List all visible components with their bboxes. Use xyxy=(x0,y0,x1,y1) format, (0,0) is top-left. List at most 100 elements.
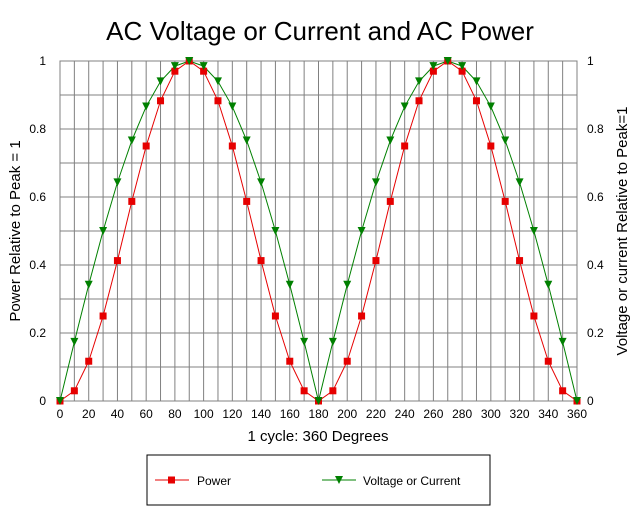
y-tick-label-right: 0.6 xyxy=(587,190,604,204)
data-point-voltage-or-current xyxy=(343,280,352,289)
x-tick-label: 20 xyxy=(82,407,96,421)
data-point-power xyxy=(343,357,351,365)
data-point-power xyxy=(401,142,409,150)
data-point-voltage-or-current xyxy=(84,280,93,289)
data-point-voltage-or-current xyxy=(99,227,108,235)
legend-box xyxy=(146,454,491,506)
data-point-voltage-or-current xyxy=(486,102,495,111)
data-point-power xyxy=(171,67,179,75)
data-point-voltage-or-current xyxy=(371,178,380,187)
data-point-power xyxy=(157,97,165,105)
data-point-power xyxy=(472,97,480,105)
data-point-voltage-or-current xyxy=(271,227,280,235)
legend-power-label: Power xyxy=(197,474,231,488)
y-axis-right-ticks: 0 0.2 0.4 0.6 0.8 1 xyxy=(587,54,604,408)
x-tick-label: 120 xyxy=(222,407,242,421)
data-point-power xyxy=(113,257,121,265)
y-axis-left-ticks: 0 0.2 0.4 0.6 0.8 1 xyxy=(29,54,46,408)
x-tick-label: 340 xyxy=(538,407,558,421)
data-point-voltage-or-current xyxy=(544,280,553,289)
data-point-voltage-or-current xyxy=(386,136,395,145)
data-point-voltage-or-current xyxy=(213,77,222,86)
x-tick-label: 40 xyxy=(111,407,125,421)
data-point-voltage-or-current xyxy=(156,77,165,86)
y-tick-label-right: 0.8 xyxy=(587,122,604,136)
y-tick-label-right: 0 xyxy=(587,394,594,408)
data-point-power xyxy=(559,387,567,395)
data-point-power xyxy=(142,142,150,150)
data-point-voltage-or-current xyxy=(199,62,208,71)
x-tick-label: 180 xyxy=(308,407,328,421)
x-tick-label: 300 xyxy=(481,407,501,421)
data-point-voltage-or-current xyxy=(501,136,510,145)
x-tick-label: 260 xyxy=(423,407,443,421)
data-point-voltage-or-current xyxy=(142,102,151,111)
data-point-voltage-or-current xyxy=(127,136,136,145)
x-tick-label: 280 xyxy=(452,407,472,421)
data-point-power xyxy=(415,97,423,105)
data-point-voltage-or-current xyxy=(185,57,194,65)
data-point-voltage-or-current xyxy=(529,227,538,235)
y-tick-label-right: 0.2 xyxy=(587,326,604,340)
data-point-voltage-or-current xyxy=(285,280,294,289)
data-point-voltage-or-current xyxy=(257,178,266,187)
x-tick-label: 220 xyxy=(366,407,386,421)
x-tick-label: 160 xyxy=(280,407,300,421)
data-point-voltage-or-current xyxy=(400,102,409,111)
data-point-power xyxy=(530,312,538,320)
x-tick-label: 200 xyxy=(337,407,357,421)
data-point-power xyxy=(85,357,93,365)
data-point-voltage-or-current xyxy=(113,178,122,187)
data-point-voltage-or-current xyxy=(573,397,581,405)
y-tick-label-left: 0 xyxy=(39,394,46,408)
data-point-power xyxy=(329,387,337,395)
data-point-voltage-or-current xyxy=(70,337,79,346)
chart-title: AC Voltage or Current and AC Power xyxy=(106,16,534,46)
data-point-power xyxy=(214,97,222,105)
data-point-power xyxy=(228,142,236,150)
data-point-voltage-or-current xyxy=(328,337,337,346)
data-point-power xyxy=(458,67,466,75)
x-tick-label: 320 xyxy=(510,407,530,421)
x-tick-label: 360 xyxy=(567,407,587,421)
x-axis-title: 1 cycle: 360 Degrees xyxy=(248,428,389,445)
data-point-voltage-or-current xyxy=(228,102,237,111)
data-point-power xyxy=(99,312,107,320)
legend-power-marker xyxy=(168,476,175,484)
data-point-voltage-or-current xyxy=(429,62,438,71)
y-tick-label-left: 0.4 xyxy=(29,258,46,272)
data-point-power xyxy=(300,387,308,395)
x-tick-label: 140 xyxy=(251,407,271,421)
data-point-power xyxy=(386,197,394,205)
data-point-power xyxy=(516,257,524,265)
x-tick-label: 100 xyxy=(194,407,214,421)
data-point-power xyxy=(128,197,136,205)
data-point-voltage-or-current xyxy=(170,62,179,71)
data-point-power xyxy=(429,67,437,75)
y-tick-label-left: 0.8 xyxy=(29,122,46,136)
data-point-voltage-or-current xyxy=(415,77,424,86)
legend: Power Voltage or Current xyxy=(146,454,491,506)
data-point-power xyxy=(286,357,294,365)
data-point-power xyxy=(243,197,251,205)
series-markers xyxy=(56,57,581,405)
data-point-power xyxy=(70,387,78,395)
data-point-power xyxy=(200,67,208,75)
y-axis-right-title: Voltage or current Relative to Peak=1 xyxy=(614,107,631,356)
x-tick-label: 240 xyxy=(395,407,415,421)
data-point-power xyxy=(487,142,495,150)
y-tick-label-right: 1 xyxy=(587,54,594,68)
legend-voltage-marker xyxy=(335,476,343,484)
data-point-voltage-or-current xyxy=(56,397,64,405)
data-point-voltage-or-current xyxy=(443,57,452,65)
data-point-power xyxy=(372,257,380,265)
data-point-power xyxy=(501,197,509,205)
x-tick-label: 80 xyxy=(168,407,182,421)
x-tick-label: 60 xyxy=(139,407,153,421)
x-axis-ticks: 0 20 40 60 80 100 120 140 160 180 200 220 240 260 280 3… xyxy=(57,407,588,421)
data-point-voltage-or-current xyxy=(515,178,524,187)
y-tick-label-right: 0.4 xyxy=(587,258,604,272)
y-tick-label-left: 0.6 xyxy=(29,190,46,204)
grid xyxy=(60,61,577,401)
